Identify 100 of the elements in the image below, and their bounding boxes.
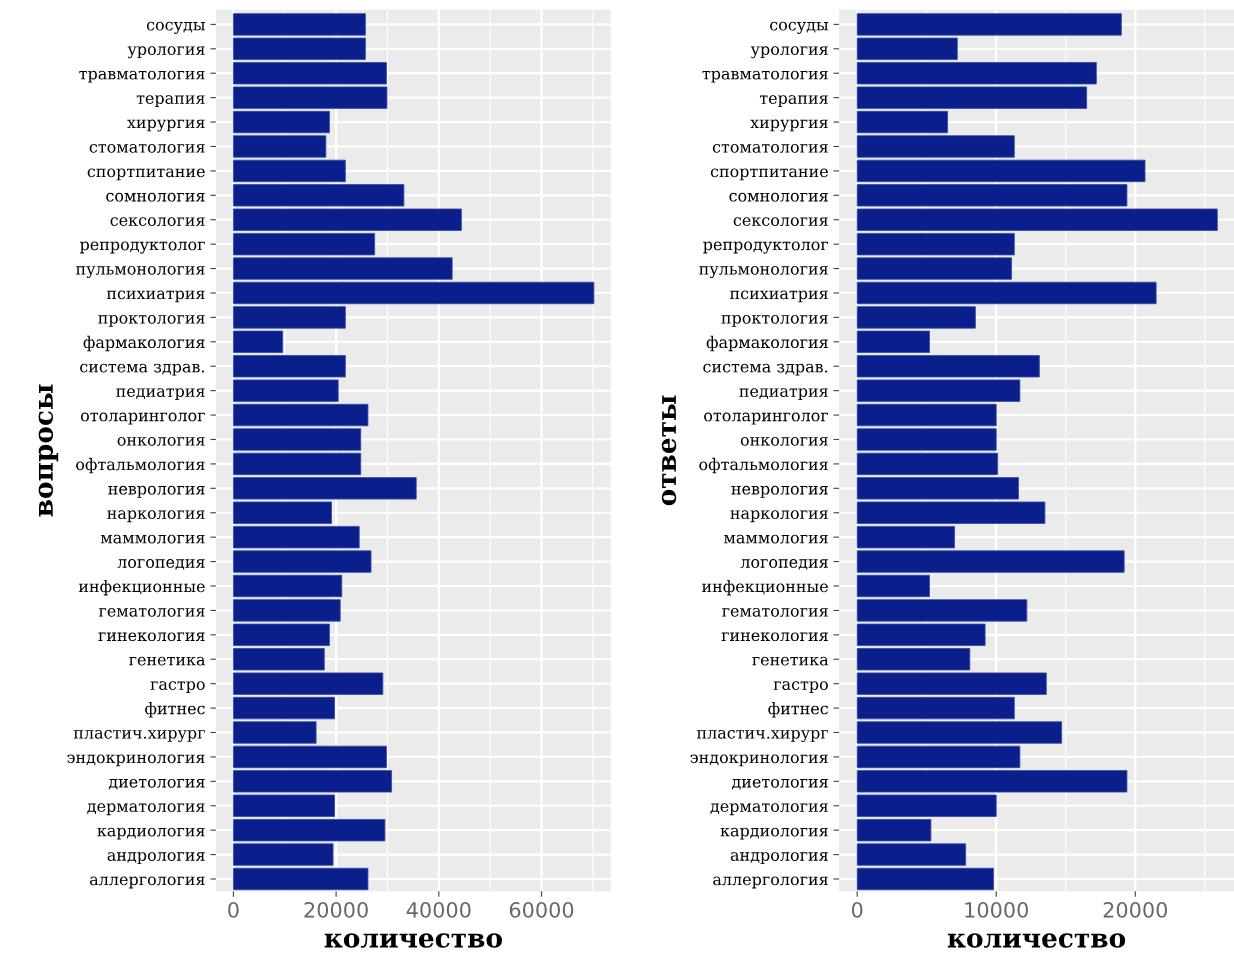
bar: [232, 721, 317, 744]
y-tick-label: сосуды: [146, 21, 205, 34]
y-tick-label: пульмонология: [76, 266, 205, 279]
bar: [232, 574, 343, 598]
y-tick-label: фитнес: [145, 702, 205, 718]
y-tick-label: хирургия: [127, 119, 205, 132]
y-tick-label: аллергология: [89, 876, 205, 889]
y-tick-label: спортпитание: [87, 168, 205, 181]
y-tick-label: проктология: [98, 314, 205, 327]
bar: [856, 721, 1063, 744]
y-tick-label: педиатрия: [116, 388, 205, 401]
bar: [232, 403, 369, 427]
x-tick-label: 20000: [1103, 901, 1168, 918]
y-tick-label: отоларинголог: [704, 412, 829, 425]
y-tick-label: онкология: [740, 437, 828, 446]
y-tick-label: педиатрия: [739, 388, 828, 401]
bar: [856, 696, 1015, 720]
y-tick-label: маммология: [724, 534, 828, 544]
y-tick-label: маммология: [100, 534, 205, 544]
y-tick-label: кардиология: [720, 827, 828, 840]
y-tick-label: пластич.хирург: [73, 729, 205, 742]
y-tick-label: травматология: [702, 70, 828, 83]
y-tick-label: генетика: [752, 656, 829, 666]
y-tick-label: онкология: [117, 437, 205, 446]
y-tick-label: хирургия: [750, 119, 828, 132]
y-tick-label: сексология: [733, 217, 828, 227]
y-tick-label: терапия: [759, 95, 828, 108]
y-tick-label: отоларинголог: [80, 412, 205, 425]
y-tick-label: сомнология: [729, 192, 828, 202]
y-tick-label: терапия: [136, 95, 205, 108]
y-tick-label: проктология: [721, 314, 828, 327]
x-axis-title: количество: [324, 933, 502, 948]
bar: [856, 110, 948, 134]
bar: [232, 281, 595, 305]
y-tick-label: андрология: [730, 852, 828, 864]
y-tick-label: инфекционные: [78, 579, 205, 596]
y-tick-label: фармакология: [83, 335, 205, 352]
x-tick-label: 10000: [965, 901, 1028, 918]
y-axis-title: ответы: [661, 395, 677, 506]
y-tick-label: наркология: [107, 510, 205, 523]
y-tick-label: система здрав.: [80, 363, 205, 376]
y-tick-label: андрология: [107, 852, 205, 864]
y-tick-label: гематология: [98, 607, 205, 617]
bar: [232, 110, 330, 134]
y-tick-label: репродуктолог: [80, 241, 205, 254]
y-tick-label: гематология: [722, 607, 828, 617]
y-tick-label: гастро: [773, 681, 828, 694]
y-tick-label: психиатрия: [106, 290, 205, 303]
y-tick-label: гинекология: [721, 632, 828, 642]
x-tick-label: 20000: [304, 901, 368, 918]
y-tick-label: логопедия: [117, 559, 205, 570]
y-tick-label: офтальмология: [699, 457, 828, 474]
y-tick-label: фармакология: [706, 335, 828, 352]
y-tick-label: стоматология: [89, 144, 205, 153]
y-tick-label: гастро: [150, 681, 205, 694]
y-tick-label: дерматология: [710, 803, 828, 816]
bar: [856, 281, 1157, 305]
y-tick-label: неврология: [731, 485, 828, 498]
x-tick-label: 0: [228, 901, 239, 918]
y-tick-label: психиатрия: [730, 290, 828, 303]
y-tick-label: дерматология: [87, 803, 205, 816]
bar: [232, 428, 362, 451]
y-tick-label: наркология: [730, 510, 828, 523]
y-tick-label: логопедия: [740, 559, 828, 570]
y-tick-label: диетология: [732, 778, 828, 790]
bar: [232, 159, 346, 183]
y-tick-label: инфекционные: [702, 579, 828, 596]
y-tick-label: репродуктолог: [703, 241, 828, 254]
y-tick-label: спортпитание: [710, 168, 828, 181]
bar: [856, 867, 994, 891]
y-tick-label: пульмонология: [699, 266, 828, 279]
y-axis-title: вопросы: [38, 384, 59, 517]
y-tick-label: стоматология: [712, 144, 828, 153]
x-tick-label: 40000: [406, 901, 471, 918]
y-tick-label: пластич.хирург: [697, 729, 829, 742]
y-tick-label: фитнес: [768, 702, 828, 718]
bar: [856, 574, 930, 598]
y-tick-label: диетология: [108, 778, 205, 790]
y-tick-label: система здрав.: [703, 363, 828, 376]
y-tick-label: урология: [127, 46, 205, 59]
bar: [856, 452, 999, 476]
y-tick-label: сексология: [110, 217, 205, 227]
bar: [232, 452, 362, 476]
bar: [232, 867, 369, 891]
y-tick-label: кардиология: [97, 827, 205, 840]
x-tick-label: 60000: [509, 901, 574, 918]
y-tick-label: сомнология: [106, 192, 205, 202]
y-tick-label: гинекология: [98, 632, 205, 642]
bar: [232, 696, 335, 720]
y-tick-label: аллергология: [713, 876, 828, 889]
y-tick-label: урология: [750, 46, 828, 59]
bar: [856, 403, 997, 427]
bar: [856, 159, 1146, 183]
y-tick-label: травматология: [79, 70, 205, 83]
bar: [232, 135, 327, 158]
y-tick-label: эндокринология: [67, 754, 205, 767]
bar: [232, 745, 387, 769]
y-tick-label: эндокринология: [690, 754, 828, 767]
bar: [856, 135, 1015, 158]
bar: [856, 428, 997, 451]
